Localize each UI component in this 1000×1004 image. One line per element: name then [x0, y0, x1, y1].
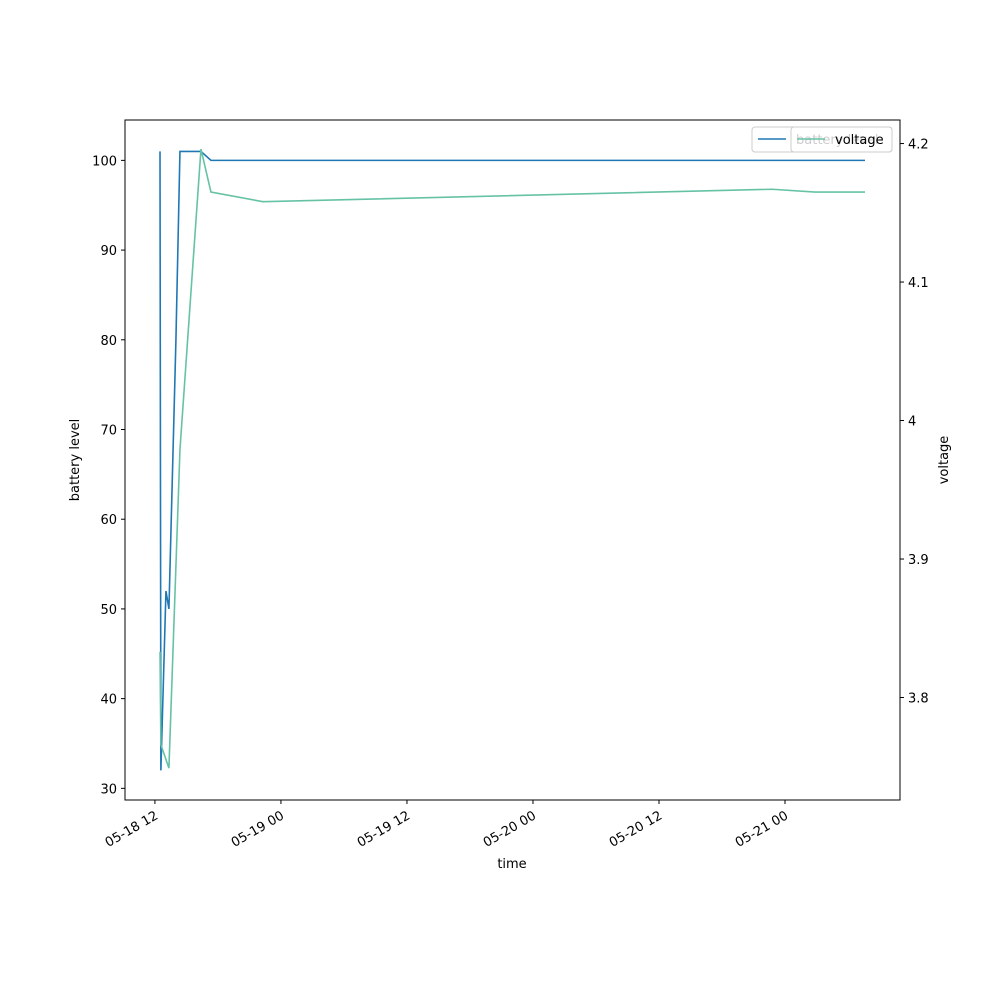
legend-label: voltage — [835, 133, 884, 148]
y-axis-label: battery level — [68, 419, 83, 502]
x-tick-label: 05-20 12 — [607, 808, 665, 850]
plot-frame — [124, 119, 901, 801]
y2-tick-label: 4 — [908, 415, 916, 430]
y-tick-label: 100 — [92, 154, 117, 169]
legend-box — [790, 126, 893, 153]
x-tick-label: 05-21 00 — [733, 808, 791, 850]
y2-axis-label: voltage — [937, 436, 952, 485]
y2-tick-label: 4.2 — [908, 138, 929, 153]
series-line — [159, 150, 865, 771]
series-line — [159, 148, 865, 769]
x-tick-label: 05-19 12 — [355, 808, 413, 850]
x-tick-label: 05-20 00 — [481, 808, 539, 850]
x-axis-label: time — [497, 857, 526, 872]
y-tick-label: 80 — [100, 334, 117, 349]
y2-tick-label: 4.1 — [908, 276, 929, 291]
y-tick-label: 50 — [100, 603, 117, 618]
y-tick-label: 30 — [100, 782, 117, 797]
y2-tick-label: 3.8 — [908, 692, 929, 707]
y-tick-label: 70 — [100, 423, 117, 438]
y-tick-label: 40 — [100, 693, 117, 708]
y2-tick-label: 3.9 — [908, 553, 929, 568]
x-tick-label: 05-18 12 — [103, 808, 161, 850]
y-tick-label: 90 — [100, 244, 117, 259]
legend: voltage — [790, 126, 893, 153]
y-tick-label: 60 — [100, 513, 117, 528]
x-tick-label: 05-19 00 — [229, 808, 287, 850]
